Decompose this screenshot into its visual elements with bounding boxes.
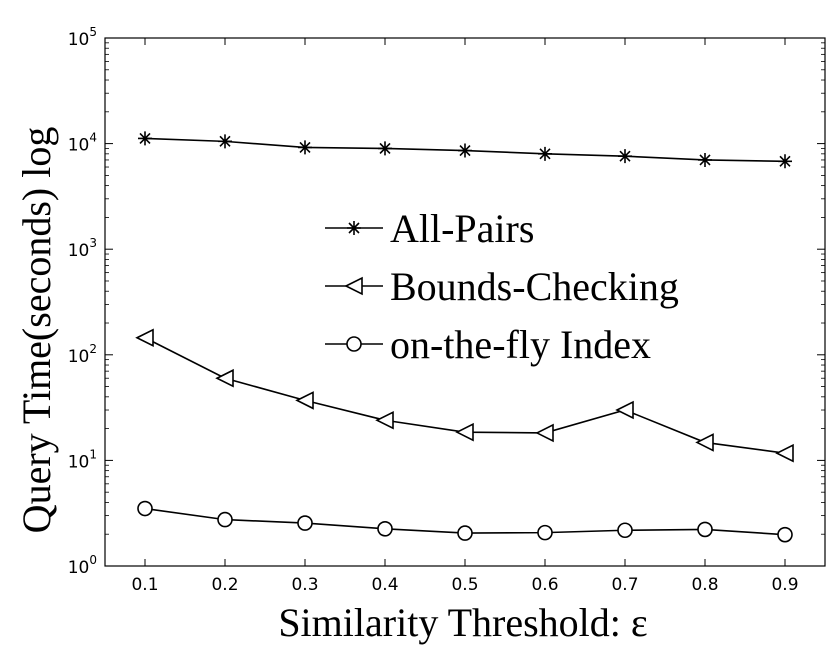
x-tick-label: 0.8 <box>691 575 718 595</box>
x-tick-label: 0.5 <box>451 575 478 595</box>
asterisk-marker-shape <box>698 152 712 167</box>
asterisk-marker-shape <box>298 140 312 155</box>
data-point <box>538 146 552 161</box>
asterisk-marker-shape <box>538 146 552 161</box>
y-tick-label: 105 <box>68 25 97 50</box>
asterisk-marker-shape <box>138 131 152 146</box>
x-tick-label: 0.3 <box>291 575 318 595</box>
data-point <box>537 524 553 541</box>
data-point <box>458 143 472 158</box>
axes: 0.1 0.2 0.3 0.4 0.5 0.6 0.7 0.8 0.9 100 101 102 103 1… <box>68 25 825 595</box>
data-point <box>535 423 554 443</box>
asterisk-marker-shape <box>347 221 361 235</box>
data-point <box>295 391 314 410</box>
legend-marker <box>346 336 362 352</box>
y-tick-label: 103 <box>68 236 97 261</box>
data-point <box>137 500 153 517</box>
legend-marker <box>344 276 363 296</box>
data-point <box>697 521 713 538</box>
data-point <box>135 328 154 348</box>
y-tick-label: 102 <box>68 342 97 367</box>
data-point <box>217 511 233 528</box>
data-point <box>378 141 392 156</box>
data-point <box>298 140 312 155</box>
x-tick-label: 0.2 <box>211 575 238 595</box>
y-tick-label: 101 <box>68 447 97 472</box>
x-tick-label: 0.4 <box>371 575 398 595</box>
y-axis-label: Query Time(seconds) log <box>14 127 59 534</box>
asterisk-marker-shape <box>218 134 232 149</box>
series-layer <box>135 131 794 543</box>
x-tick-label: 0.9 <box>771 575 798 595</box>
data-point <box>778 154 792 169</box>
x-tick-label: 0.1 <box>131 575 158 595</box>
asterisk-marker-shape <box>618 149 632 164</box>
y-tick-label: 100 <box>68 553 97 578</box>
data-point <box>617 522 633 539</box>
legend-marker <box>347 221 361 235</box>
data-point <box>218 134 232 149</box>
asterisk-marker-shape <box>378 141 392 156</box>
data-point <box>375 410 394 430</box>
y-tick-label: 104 <box>68 131 97 156</box>
data-point <box>455 422 474 442</box>
data-point <box>297 515 313 531</box>
data-point <box>377 521 393 537</box>
data-point <box>775 443 794 463</box>
data-point <box>615 400 634 420</box>
data-point <box>457 525 473 541</box>
legend: All-Pairs Bounds-Checking on-the-fly Index <box>325 206 679 367</box>
asterisk-marker-shape <box>458 143 472 158</box>
data-point <box>695 433 714 452</box>
asterisk-marker-shape <box>778 154 792 169</box>
data-point <box>698 152 712 167</box>
legend-label: on-the-fly Index <box>390 322 651 367</box>
x-tick-label: 0.6 <box>531 575 558 595</box>
x-tick-label: 0.7 <box>611 575 638 595</box>
data-point <box>777 526 793 543</box>
x-axis-label: Similarity Threshold: ε <box>278 600 647 645</box>
data-point <box>138 131 152 146</box>
data-point <box>618 149 632 164</box>
legend-label: Bounds-Checking <box>390 264 679 309</box>
data-point <box>215 368 234 388</box>
legend-label: All-Pairs <box>390 206 534 251</box>
